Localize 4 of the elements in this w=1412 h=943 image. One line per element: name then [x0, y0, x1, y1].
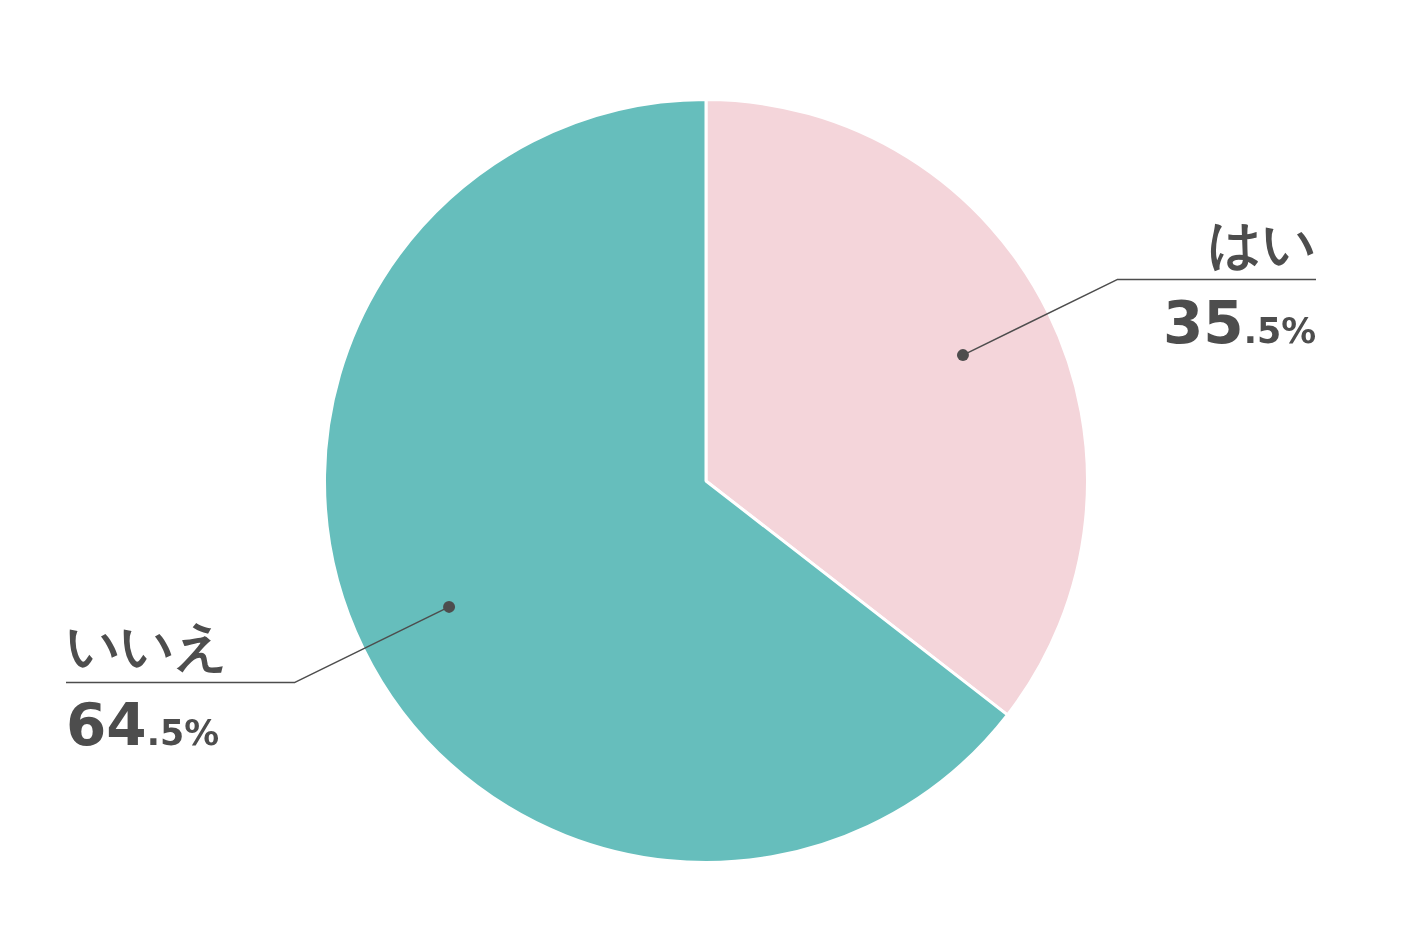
data-label: 64.5%: [66, 691, 220, 760]
slice-label: はい: [1208, 212, 1316, 274]
data-label: 35.5%: [1162, 288, 1316, 357]
slice-label: いいえ: [66, 615, 228, 677]
